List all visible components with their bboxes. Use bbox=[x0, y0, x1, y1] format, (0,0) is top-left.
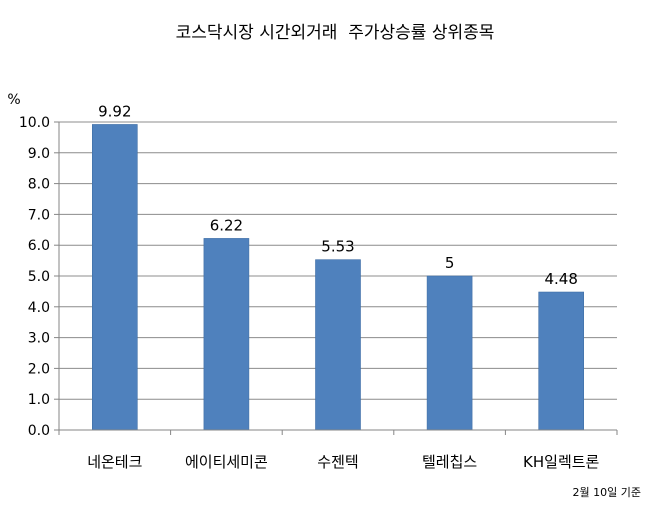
chart-title: 코스닥시장 시간외거래 주가상승률 상위종목 bbox=[176, 23, 495, 43]
x-category-label: 에이티세미콘 bbox=[185, 453, 268, 471]
bars bbox=[92, 124, 585, 431]
y-tick-label: 7.0 bbox=[28, 207, 50, 223]
bar bbox=[315, 259, 361, 431]
y-tick-label: 1.0 bbox=[28, 392, 50, 408]
category-labels: 네온테크 에이티세미콘 수젠텍 텔레칩스 KH일렉트론 bbox=[87, 453, 599, 471]
bar bbox=[426, 275, 473, 431]
date-note: 2월 10일 기준 bbox=[573, 485, 641, 499]
y-tick-label: 0.0 bbox=[28, 423, 50, 439]
bar bbox=[203, 238, 250, 431]
y-tick-label: 8.0 bbox=[28, 177, 50, 193]
x-category-label: 네온테크 bbox=[87, 453, 142, 471]
bar bbox=[92, 124, 138, 431]
y-tick-label: 6.0 bbox=[28, 238, 50, 254]
data-label: 5 bbox=[445, 254, 455, 272]
data-label: 6.22 bbox=[210, 216, 243, 234]
y-tick-label: 10.0 bbox=[19, 115, 50, 131]
x-category-label: 텔레칩스 bbox=[422, 453, 477, 471]
y-tick-label: 2.0 bbox=[28, 361, 50, 377]
y-tick-label: 5.0 bbox=[28, 269, 50, 285]
y-tick-label: 3.0 bbox=[28, 331, 50, 347]
y-axis-unit: % bbox=[7, 92, 20, 108]
data-label: 9.92 bbox=[98, 102, 131, 120]
x-category-label: 수젠텍 bbox=[317, 453, 358, 471]
y-axis-ticks: 0.0 1.0 2.0 3.0 4.0 5.0 6.0 7.0 8.0 9.0 10.0 bbox=[19, 115, 60, 439]
y-tick-label: 9.0 bbox=[28, 146, 50, 162]
data-labels: 9.92 6.22 5.53 5 4.48 bbox=[98, 102, 578, 288]
x-category-label: KH일렉트론 bbox=[523, 453, 600, 471]
data-label: 4.48 bbox=[544, 270, 577, 288]
data-label: 5.53 bbox=[321, 238, 354, 256]
bar bbox=[538, 291, 585, 431]
x-axis bbox=[58, 429, 618, 435]
y-tick-label: 4.0 bbox=[28, 300, 50, 316]
